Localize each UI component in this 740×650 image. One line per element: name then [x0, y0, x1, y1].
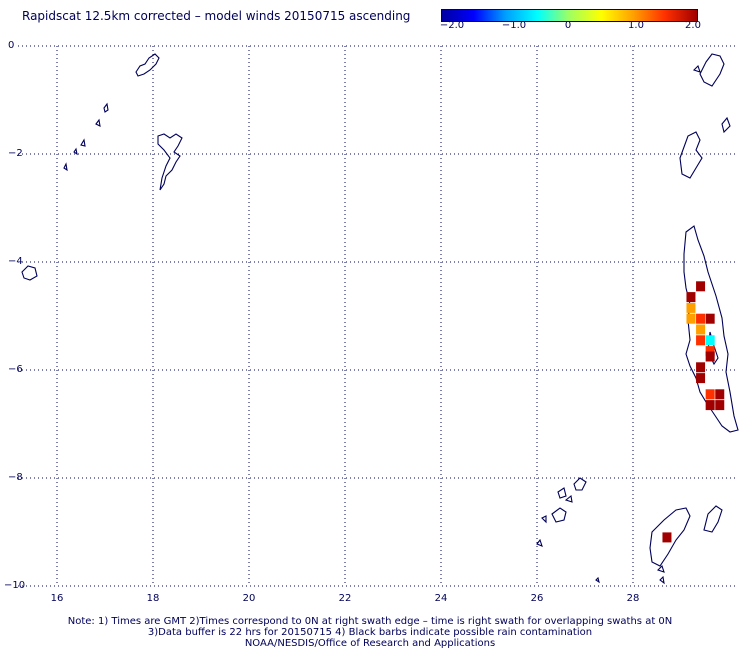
- x-tick-label: 28: [626, 593, 640, 604]
- x-tick-label: 22: [338, 593, 352, 604]
- wind-cell: [686, 292, 696, 303]
- map-title: Rapidscat 12.5km corrected – model winds…: [22, 9, 411, 23]
- colorbar-tick: −1.0: [501, 20, 527, 31]
- island-outline: [80, 138, 86, 147]
- y-tick-label: −6: [8, 364, 23, 375]
- wind-cell: [705, 400, 715, 411]
- colorbar-tick: 2.0: [685, 20, 701, 31]
- island-outline: [656, 564, 665, 573]
- island-outline: [95, 118, 101, 127]
- wind-cell: [686, 313, 696, 324]
- colorbar-tick: 1.0: [628, 20, 644, 31]
- island-outline: [659, 575, 665, 585]
- island-outline: [679, 131, 703, 179]
- graticule: [18, 45, 738, 587]
- island-outline: [63, 162, 68, 172]
- wind-cell: [705, 346, 715, 357]
- wind-cell: [686, 302, 696, 313]
- note-line-1: Note: 1) Times are GMT 2)Times correspon…: [67, 616, 673, 627]
- y-tick-label: −8: [8, 472, 23, 483]
- note-line-3: NOAA/NESDIS/Office of Research and Appli…: [244, 638, 496, 649]
- wind-cell: [705, 313, 715, 324]
- wind-cells: [662, 281, 725, 543]
- colorbar-tick: 0: [564, 20, 572, 31]
- island-outline: [721, 116, 731, 134]
- y-tick-label: 0: [8, 40, 15, 51]
- island-outline: [103, 102, 109, 113]
- island-outline: [73, 147, 78, 156]
- island-outline: [536, 538, 543, 547]
- wind-cell: [696, 324, 706, 335]
- x-tick-label: 24: [434, 593, 448, 604]
- wind-cell: [705, 351, 715, 362]
- lake-outline: [703, 505, 723, 533]
- island-outline: [557, 487, 567, 499]
- island-outline: [692, 64, 701, 73]
- wind-cell: [662, 532, 672, 543]
- wind-cell: [696, 335, 706, 346]
- island-outline: [551, 507, 567, 523]
- colorbar: [441, 9, 698, 22]
- lake-outline: [649, 507, 691, 567]
- y-tick-label: −4: [8, 256, 23, 267]
- wind-cell: [715, 389, 725, 400]
- wind-cell: [705, 389, 715, 400]
- coastlines: [21, 53, 739, 585]
- wind-cell: [696, 313, 706, 324]
- wind-cell: [696, 362, 706, 373]
- island-outline: [564, 494, 573, 503]
- x-tick-label: 20: [242, 593, 256, 604]
- coastline-segment: [157, 133, 183, 191]
- island-outline: [699, 53, 725, 87]
- island-outline: [135, 53, 160, 77]
- island-outline: [573, 477, 587, 491]
- wind-cell: [715, 400, 725, 411]
- wind-cell: [696, 281, 706, 292]
- x-tick-label: 26: [530, 593, 544, 604]
- y-tick-label: −2: [8, 148, 23, 159]
- x-tick-label: 16: [50, 593, 64, 604]
- island-outline: [21, 265, 38, 281]
- wind-cell: [705, 335, 715, 346]
- wind-cell: [696, 373, 706, 384]
- y-tick-label: −10: [4, 580, 26, 591]
- island-outline: [595, 576, 600, 584]
- island-outline: [541, 515, 547, 524]
- colorbar-tick: −2.0: [439, 20, 465, 31]
- x-tick-label: 18: [146, 593, 160, 604]
- note-line-2: 3)Data buffer is 22 hrs for 20150715 4) …: [147, 627, 593, 638]
